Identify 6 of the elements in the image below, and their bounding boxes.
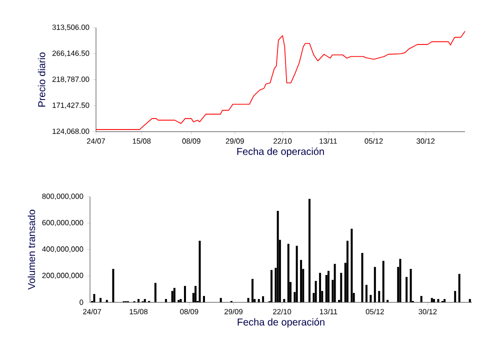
y-axis-title: Precio diario [38,52,46,107]
x-axis-title: Fecha de operación [238,318,324,328]
y-axis-title: Volumen transado [28,210,36,290]
bar [194,286,197,302]
x-axis-title: Fecha de operación [237,148,324,157]
line-series [96,30,466,130]
